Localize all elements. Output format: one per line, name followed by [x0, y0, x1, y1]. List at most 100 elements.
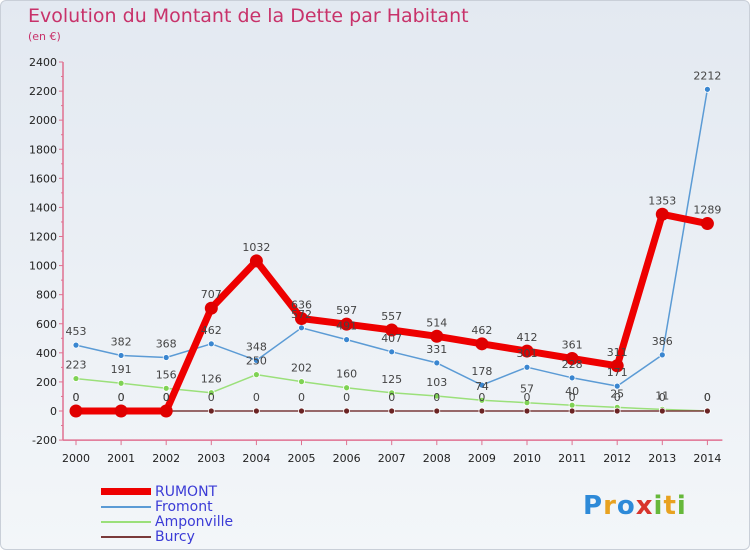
data-labels-layer: 453 382 368 462 348 572 491 407 331 178 301 228 171 3…	[66, 69, 722, 404]
point-rumont	[700, 217, 714, 231]
point-rumont	[340, 317, 354, 331]
data-label-amponville: 103	[426, 376, 447, 389]
point-amponville	[433, 392, 441, 400]
point-rumont	[204, 301, 218, 315]
point-burcy	[343, 407, 351, 415]
x-tick-label: 2013	[648, 452, 676, 465]
logo-letter: i	[676, 491, 687, 521]
legend-swatch-rumont	[101, 488, 151, 495]
point-fromont	[388, 348, 396, 356]
point-fromont	[523, 363, 531, 371]
point-fromont	[298, 324, 305, 332]
point-rumont	[475, 337, 489, 351]
y-tick-label: 1000	[29, 260, 57, 273]
point-amponville	[523, 399, 531, 407]
data-label-amponville: 125	[381, 373, 402, 386]
data-label-rumont: 0	[163, 391, 170, 404]
point-amponville	[252, 371, 260, 379]
data-label-amponville: 202	[291, 362, 312, 375]
data-label-rumont: 1032	[242, 241, 270, 254]
x-tick-label: 2009	[468, 452, 496, 465]
point-fromont	[568, 374, 576, 382]
point-rumont	[295, 312, 308, 326]
data-label-burcy: 0	[388, 391, 395, 404]
axes: -200020040060080010001200140016001800200…	[29, 56, 723, 465]
data-label-rumont: 0	[73, 391, 80, 404]
data-label-amponville: 74	[475, 380, 489, 393]
data-label-burcy: 0	[569, 391, 576, 404]
legend-label-burcy: Burcy	[155, 529, 195, 545]
logo-letter: i	[653, 491, 664, 521]
data-label-burcy: 0	[704, 391, 711, 404]
data-label-fromont: 368	[156, 337, 177, 350]
data-label-fromont: 2212	[693, 69, 721, 82]
legend-swatch-amponville	[101, 521, 151, 523]
point-amponville	[207, 389, 215, 397]
data-label-amponville: 40	[565, 385, 579, 398]
legend-label-fromont: Fromont	[155, 499, 213, 515]
y-tick-label: 0	[50, 405, 57, 418]
point-burcy	[433, 407, 441, 415]
point-fromont	[252, 356, 260, 364]
x-tick-label: 2003	[197, 452, 225, 465]
data-label-burcy: 0	[208, 391, 215, 404]
point-rumont	[69, 404, 83, 418]
x-tick-label: 2014	[693, 452, 721, 465]
data-label-burcy: 0	[614, 391, 621, 404]
point-amponville	[298, 378, 305, 386]
point-rumont	[159, 404, 173, 418]
data-label-burcy: 0	[659, 391, 666, 404]
data-label-fromont: 453	[66, 325, 87, 338]
legend-swatch-burcy	[101, 536, 151, 538]
logo-letter: x	[635, 491, 654, 521]
x-tick-label: 2002	[152, 452, 180, 465]
chart-title: Evolution du Montant de la Dette par Hab…	[28, 5, 469, 27]
point-rumont	[610, 359, 624, 373]
point-rumont	[430, 329, 444, 343]
point-burcy	[704, 407, 711, 415]
point-burcy	[252, 407, 260, 415]
series-layer	[69, 85, 714, 418]
point-fromont	[704, 85, 711, 93]
x-tick-label: 2011	[558, 452, 586, 465]
data-label-burcy: 0	[524, 391, 531, 404]
point-burcy	[388, 407, 396, 415]
data-label-rumont: 0	[118, 391, 125, 404]
point-fromont	[162, 354, 170, 361]
data-label-burcy: 0	[118, 391, 125, 404]
x-tick-label: 2006	[333, 452, 361, 465]
data-label-burcy: 0	[478, 391, 485, 404]
data-label-amponville: 156	[156, 368, 177, 381]
data-label-fromont: 348	[246, 340, 267, 353]
data-label-amponville: 126	[201, 373, 222, 386]
logo-letter: o	[616, 491, 636, 521]
data-label-fromont: 386	[652, 335, 673, 348]
logo-letter: r	[603, 491, 617, 521]
data-label-amponville: 223	[66, 359, 87, 372]
data-label-rumont: 462	[471, 324, 492, 337]
y-tick-label: 600	[36, 318, 57, 331]
x-tick-label: 2008	[423, 452, 451, 465]
data-label-rumont: 557	[381, 310, 402, 323]
proxiti-logo: Proxiti	[583, 491, 687, 521]
y-tick-label: 1800	[29, 143, 57, 156]
data-label-fromont: 382	[111, 335, 132, 348]
data-label-rumont: 514	[426, 316, 447, 329]
x-tick-label: 2001	[107, 452, 135, 465]
y-tick-label: 1200	[29, 231, 57, 244]
point-fromont	[72, 341, 80, 349]
point-rumont	[249, 254, 263, 268]
data-label-amponville: 191	[111, 363, 132, 376]
point-fromont	[207, 340, 215, 348]
point-amponville	[343, 384, 351, 392]
data-label-fromont: 491	[336, 320, 357, 333]
data-label-burcy: 0	[298, 391, 305, 404]
y-tick-label: 2000	[29, 114, 57, 127]
data-label-burcy: 0	[163, 391, 170, 404]
x-tick-label: 2012	[603, 452, 631, 465]
point-rumont	[655, 207, 669, 221]
data-label-rumont: 597	[336, 304, 357, 317]
data-label-fromont: 301	[517, 347, 538, 360]
chart-unit: (en €)	[28, 30, 61, 43]
data-label-amponville: 160	[336, 368, 357, 381]
